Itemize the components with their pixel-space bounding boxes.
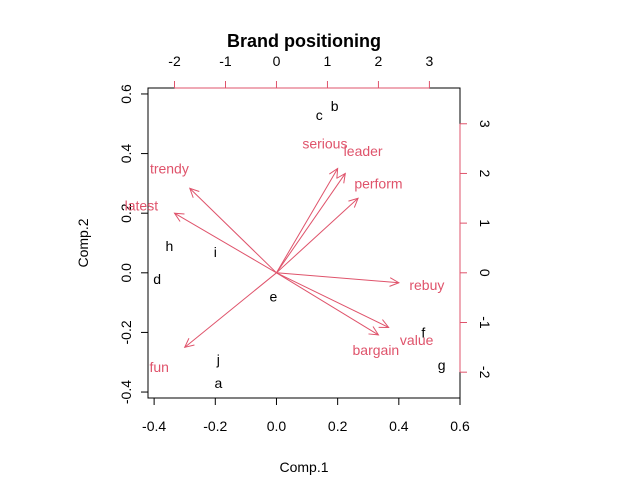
secondary-y-tick-label-5: 3: [477, 120, 493, 128]
observation-points: a bc d e f g h i j: [153, 98, 445, 391]
secondary-y-tick-label-0: -2: [477, 366, 493, 379]
y-tick-label-4: 0.4: [118, 144, 134, 164]
x-tick-label-0: -0.4: [142, 418, 166, 434]
vector-arrowhead-value: [378, 319, 390, 328]
y-tick-label-5: 0.6: [118, 84, 134, 104]
vector-value: [276, 272, 389, 328]
vector-leader: [276, 173, 346, 274]
secondary-y-tick-label-3: 1: [477, 219, 493, 227]
secondary-x-tick-label-1: -1: [219, 53, 232, 69]
plot-area: [147, 87, 461, 399]
vector-arrowhead-rebuy: [389, 277, 400, 287]
vector-label-perform: perform: [354, 175, 402, 191]
point-b: b: [331, 98, 339, 114]
vector-rebuy: [276, 272, 399, 284]
y-tick-label-2: 0.0: [118, 263, 134, 283]
vector-arrowhead-trendy: [188, 187, 200, 198]
vector-arrowhead-serious: [329, 167, 339, 179]
y-tick-label-0: -0.4: [118, 380, 134, 404]
point-d: d: [153, 271, 161, 287]
vector-arrowhead-leader: [336, 172, 346, 184]
vector-arrowhead-fun: [183, 338, 195, 349]
point-h: h: [166, 238, 174, 254]
point-e: e: [270, 289, 278, 305]
secondary-y-tick-label-1: -1: [477, 316, 493, 329]
y-tick-label-3: 0.2: [118, 203, 134, 223]
point-c: c: [316, 107, 323, 123]
point-i: i: [214, 244, 217, 260]
x-tick-label-2: 0.0: [267, 418, 287, 434]
vector-label-rebuy: rebuy: [409, 277, 444, 293]
secondary-y-tick-label-4: 2: [477, 170, 493, 178]
point-a: a: [214, 375, 222, 391]
vector-arrowhead-perform: [348, 197, 359, 208]
vector-arrowhead-latest: [173, 212, 185, 222]
vector-trendy: [189, 187, 277, 274]
secondary-x-tick-label-3: 1: [324, 53, 332, 69]
vector-latest: [174, 212, 277, 274]
secondary-x-tick-label-0: -2: [168, 53, 181, 69]
vector-label-fun: fun: [149, 359, 168, 375]
secondary-y-axis: -2 -1 0 1 2 3: [459, 120, 493, 379]
point-j: j: [216, 351, 220, 367]
x-tick-label-5: 0.6: [450, 418, 470, 434]
secondary-x-tick-label-4: 2: [375, 53, 383, 69]
y-tick-label-1: -0.2: [118, 320, 134, 344]
vector-bargain: [276, 272, 379, 336]
point-g: g: [438, 357, 446, 373]
vector-label-serious: serious: [302, 136, 347, 152]
x-axis: -0.4 -0.2 0.0 0.2 0.4 0.6: [142, 397, 470, 434]
vector-label-bargain: bargain: [353, 342, 400, 358]
vector-label-leader: leader: [344, 143, 383, 159]
vector-label-latest: latest: [125, 198, 159, 214]
vector-arrowhead-bargain: [368, 326, 380, 336]
vector-serious: [276, 168, 339, 274]
secondary-x-axis: -2 -1 0 1 2 3: [168, 53, 434, 89]
secondary-x-tick-label-5: 3: [426, 53, 434, 69]
chart-title: Brand positioning: [227, 31, 381, 51]
vector-perform: [276, 197, 359, 274]
secondary-y-tick-label-2: 0: [477, 269, 493, 277]
x-tick-label-1: -0.2: [203, 418, 227, 434]
y-axis: -0.4 -0.2 0.0 0.2 0.4 0.6: [118, 84, 149, 404]
point-f: f: [421, 324, 425, 340]
vector-label-value: value: [400, 332, 434, 348]
x-tick-label-3: 0.2: [328, 418, 348, 434]
x-axis-title: Comp.1: [279, 459, 328, 475]
vector-fun: [184, 272, 277, 348]
y-axis-title: Comp.2: [75, 218, 91, 267]
secondary-x-tick-label-2: 0: [273, 53, 281, 69]
vector-label-trendy: trendy: [150, 160, 189, 176]
x-tick-label-4: 0.4: [389, 418, 409, 434]
